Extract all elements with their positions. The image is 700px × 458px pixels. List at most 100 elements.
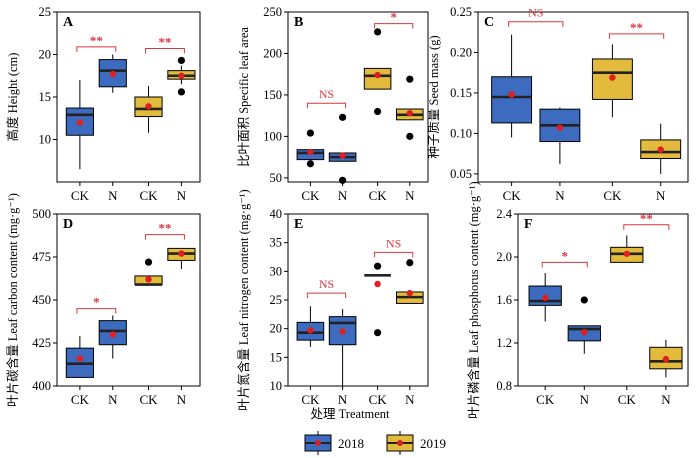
x-tick-label: CK — [301, 188, 320, 203]
y-tick-label: 250 — [263, 5, 282, 19]
x-axis-title: 处理 Treatment — [310, 407, 390, 421]
panel-c: 0.05 0.10 0.15 0.20 0.25 CK N CK N C 种子质量 Seed mas… — [427, 5, 689, 203]
legend-mean-point — [315, 440, 321, 446]
box-2018-ck — [296, 129, 325, 168]
outlier-point — [406, 259, 414, 267]
x-tick-label: N — [338, 188, 348, 203]
mean-point — [406, 109, 413, 117]
panel-b: 50 100 150 200 250 CK N CK N B 比叶面积 Specific leaf … — [237, 5, 429, 203]
bracket-line — [374, 251, 414, 258]
x-tick-label: CK — [139, 392, 158, 407]
x-tick-label: CK — [139, 188, 158, 203]
box-2018-ck — [65, 80, 94, 170]
y-tick-label: 20 — [39, 48, 52, 62]
x-tick-label: N — [177, 392, 187, 407]
mean-point — [339, 328, 346, 335]
mean-point — [178, 72, 185, 79]
significance-label: ** — [158, 35, 171, 50]
bracket-line — [76, 46, 117, 52]
outlier-point — [177, 88, 186, 96]
box-2018-n — [98, 54, 127, 93]
significance-bracket: ** — [623, 211, 670, 230]
box-2019-n — [167, 247, 196, 270]
outlier-point — [374, 107, 382, 116]
x-tick-label: N — [661, 392, 671, 407]
y-tick-label: 35 — [270, 236, 283, 250]
box-2019-ck — [591, 44, 633, 118]
plot-frame — [287, 11, 429, 183]
outlier-point — [144, 258, 153, 266]
box-2018-n — [567, 296, 601, 354]
legend-item-2018: 2018 — [304, 431, 364, 455]
mean-point — [109, 70, 116, 78]
y-axis-title: 种子质量 Seed mass (g) — [427, 35, 441, 158]
y-tick-label: 1.2 — [496, 336, 512, 350]
significance-bracket: * — [541, 248, 588, 268]
significance-bracket: NS — [374, 236, 414, 258]
mean-point — [508, 91, 515, 98]
mean-point — [76, 119, 84, 126]
panel-letter: D — [63, 217, 73, 232]
mean-point — [339, 152, 346, 159]
box-2018-n — [328, 113, 357, 184]
y-tick-label: 200 — [263, 46, 282, 60]
x-tick-label: N — [580, 392, 590, 407]
box-2018-n — [328, 309, 357, 386]
box-2019-n — [396, 259, 424, 304]
x-tick-label: N — [108, 188, 118, 203]
bracket-line — [76, 308, 117, 314]
y-tick-label: 10 — [39, 133, 52, 147]
significance-bracket: ** — [145, 35, 185, 54]
legend-mean-point — [397, 440, 403, 446]
y-tick-label: 400 — [32, 379, 51, 393]
panel-d: 400 425 450 475 500 CK N CK N D 叶片碳含量 Leaf carbon … — [5, 193, 201, 407]
x-tick-label: CK — [71, 392, 90, 407]
bracket-line — [374, 23, 414, 29]
mean-point — [76, 355, 84, 362]
x-tick-label: N — [405, 392, 415, 407]
y-tick-label: 25 — [39, 5, 52, 19]
significance-bracket: ** — [76, 33, 117, 52]
y-tick-label: 1.6 — [496, 293, 512, 307]
significance-label: ** — [640, 211, 653, 226]
y-tick-label: 50 — [270, 171, 283, 185]
y-tick-label: 0.25 — [450, 5, 472, 19]
outlier-point — [374, 329, 382, 337]
y-tick-label: 0.10 — [450, 126, 472, 140]
mean-point — [609, 74, 616, 81]
y-tick-label: 500 — [32, 207, 51, 221]
x-tick-label: N — [177, 188, 187, 203]
bracket-line — [623, 224, 670, 230]
legend-label: 2019 — [420, 436, 446, 451]
box-2019-n — [640, 123, 682, 174]
x-tick-label: N — [555, 188, 565, 203]
bracket-line — [145, 48, 185, 54]
y-tick-label: 2.4 — [496, 207, 512, 221]
significance-label: ** — [90, 33, 103, 48]
significance-label: NS — [319, 277, 334, 291]
box-2018-ck — [65, 336, 94, 378]
legend-item-2019: 2019 — [386, 431, 446, 455]
y-tick-label: 450 — [32, 293, 51, 307]
mean-point — [109, 331, 116, 338]
box-2019-ck — [134, 85, 163, 133]
significance-label: * — [93, 295, 100, 310]
x-tick-label: CK — [503, 188, 522, 203]
y-tick-label: 25 — [270, 293, 283, 307]
box-2018-n — [539, 107, 581, 165]
box-2018-ck — [491, 34, 533, 138]
mean-point — [307, 327, 314, 334]
plot-frame — [477, 11, 689, 183]
x-tick-label: CK — [71, 188, 90, 203]
significance-label: NS — [528, 6, 543, 20]
outlier-point — [306, 129, 314, 137]
bracket-line — [306, 292, 347, 299]
mean-point — [406, 289, 413, 297]
box-2019-n — [167, 56, 196, 96]
mean-point — [542, 294, 549, 302]
x-tick-label: CK — [369, 392, 388, 407]
box-2019-n — [396, 75, 424, 140]
significance-label: * — [390, 10, 397, 25]
y-tick-label: 2.0 — [496, 250, 512, 264]
